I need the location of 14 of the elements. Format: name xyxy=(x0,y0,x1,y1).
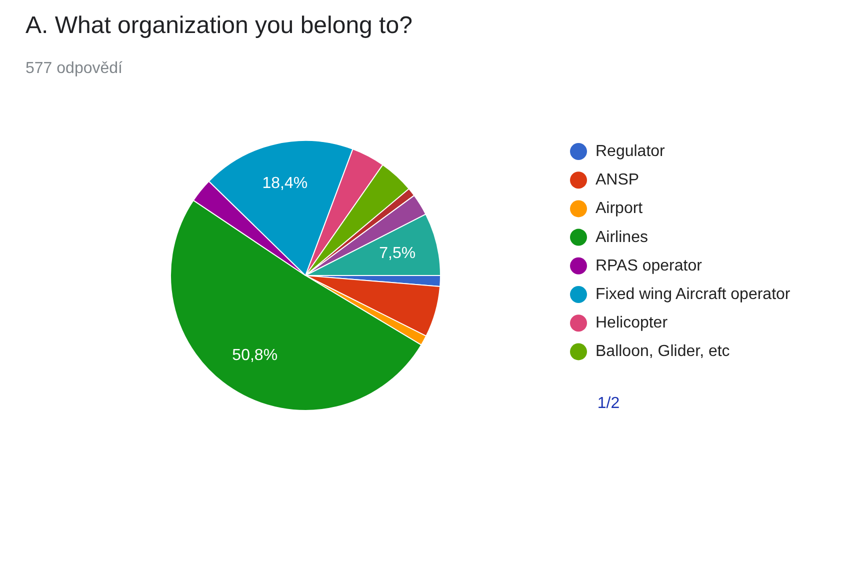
data-label: 7,5% xyxy=(379,244,416,262)
legend-label: Fixed wing Aircraft operator xyxy=(596,286,791,303)
data-label: 50,8% xyxy=(232,346,278,364)
legend-label: ANSP xyxy=(596,172,640,189)
legend-label: Balloon, Glider, etc xyxy=(596,343,730,360)
legend-label: Airport xyxy=(596,200,644,218)
legend-label: Regulator xyxy=(596,143,666,160)
text: 1/2 xyxy=(597,394,620,412)
chart-title: A. What organization you belong to? xyxy=(26,12,412,39)
legend-label: RPAS operator xyxy=(596,257,703,274)
legend-label: Helicopter xyxy=(596,314,668,332)
legend-label: Airlines xyxy=(596,228,648,246)
chart-subtitle: 577 odpovědí xyxy=(26,60,124,77)
data-label: 18,4% xyxy=(262,174,308,192)
